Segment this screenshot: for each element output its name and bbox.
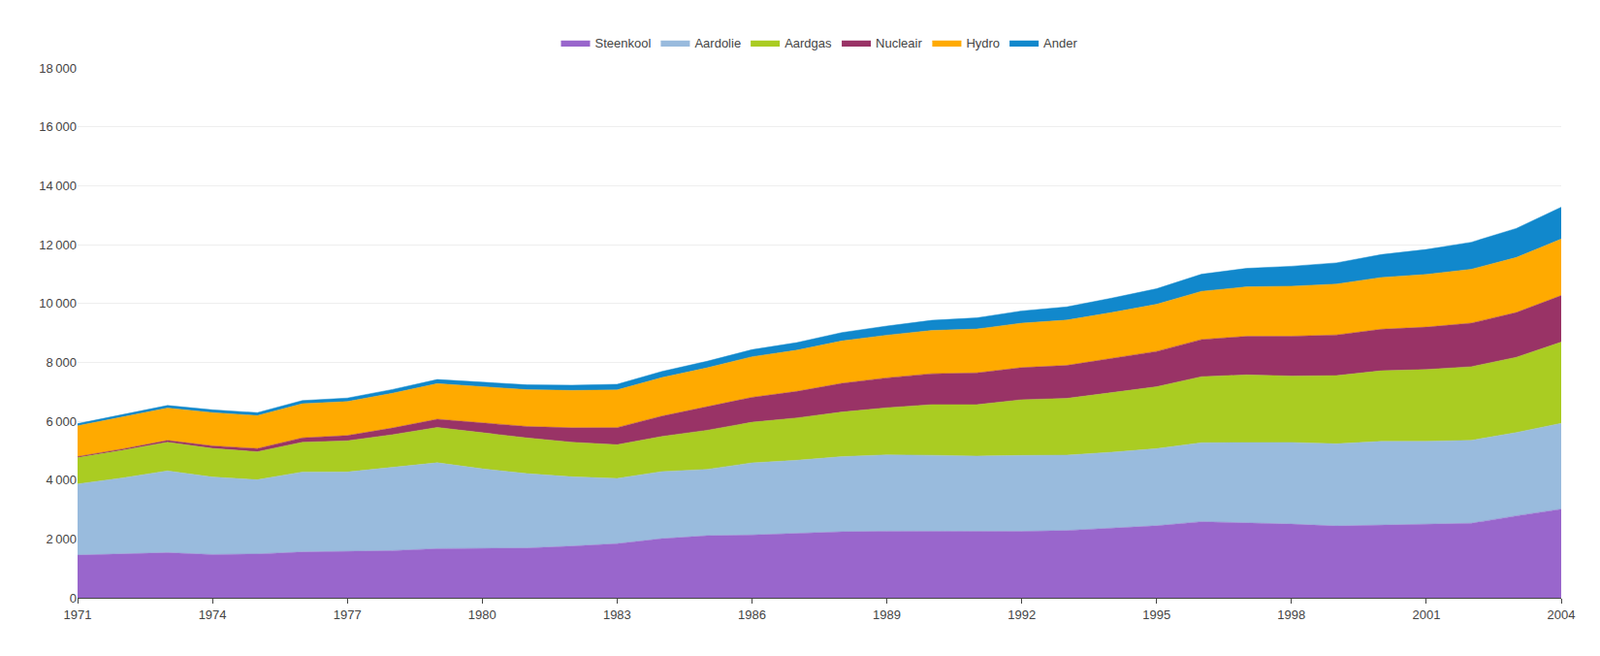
svg-text:0: 0 xyxy=(69,590,77,606)
svg-text:2 000: 2 000 xyxy=(45,531,77,546)
svg-text:4 000: 4 000 xyxy=(45,472,77,487)
svg-text:6 000: 6 000 xyxy=(45,414,77,429)
svg-text:1989: 1989 xyxy=(872,607,901,622)
svg-text:1974: 1974 xyxy=(198,607,227,622)
svg-text:1986: 1986 xyxy=(737,607,767,622)
svg-text:1995: 1995 xyxy=(1142,607,1171,622)
svg-text:1992: 1992 xyxy=(1007,607,1036,622)
svg-text:1971: 1971 xyxy=(64,607,93,622)
svg-text:Aardolie: Aardolie xyxy=(694,35,741,51)
svg-text:Nucleair: Nucleair xyxy=(875,35,923,51)
svg-text:1998: 1998 xyxy=(1277,607,1306,622)
svg-text:18 000: 18 000 xyxy=(38,61,77,76)
svg-text:2001: 2001 xyxy=(1411,607,1440,622)
svg-text:16 000: 16 000 xyxy=(38,119,77,134)
svg-text:Hydro: Hydro xyxy=(965,35,1000,51)
svg-text:Steenkool: Steenkool xyxy=(595,35,652,51)
svg-text:10 000: 10 000 xyxy=(38,295,77,311)
svg-text:12 000: 12 000 xyxy=(38,237,77,253)
svg-text:Aardgas: Aardgas xyxy=(784,35,832,51)
svg-text:1983: 1983 xyxy=(603,607,632,622)
svg-text:2004: 2004 xyxy=(1547,607,1576,622)
svg-text:Ander: Ander xyxy=(1043,35,1078,51)
svg-text:14 000: 14 000 xyxy=(38,178,77,193)
svg-text:8 000: 8 000 xyxy=(45,354,77,370)
svg-text:1977: 1977 xyxy=(333,607,362,622)
svg-text:1980: 1980 xyxy=(468,607,497,622)
